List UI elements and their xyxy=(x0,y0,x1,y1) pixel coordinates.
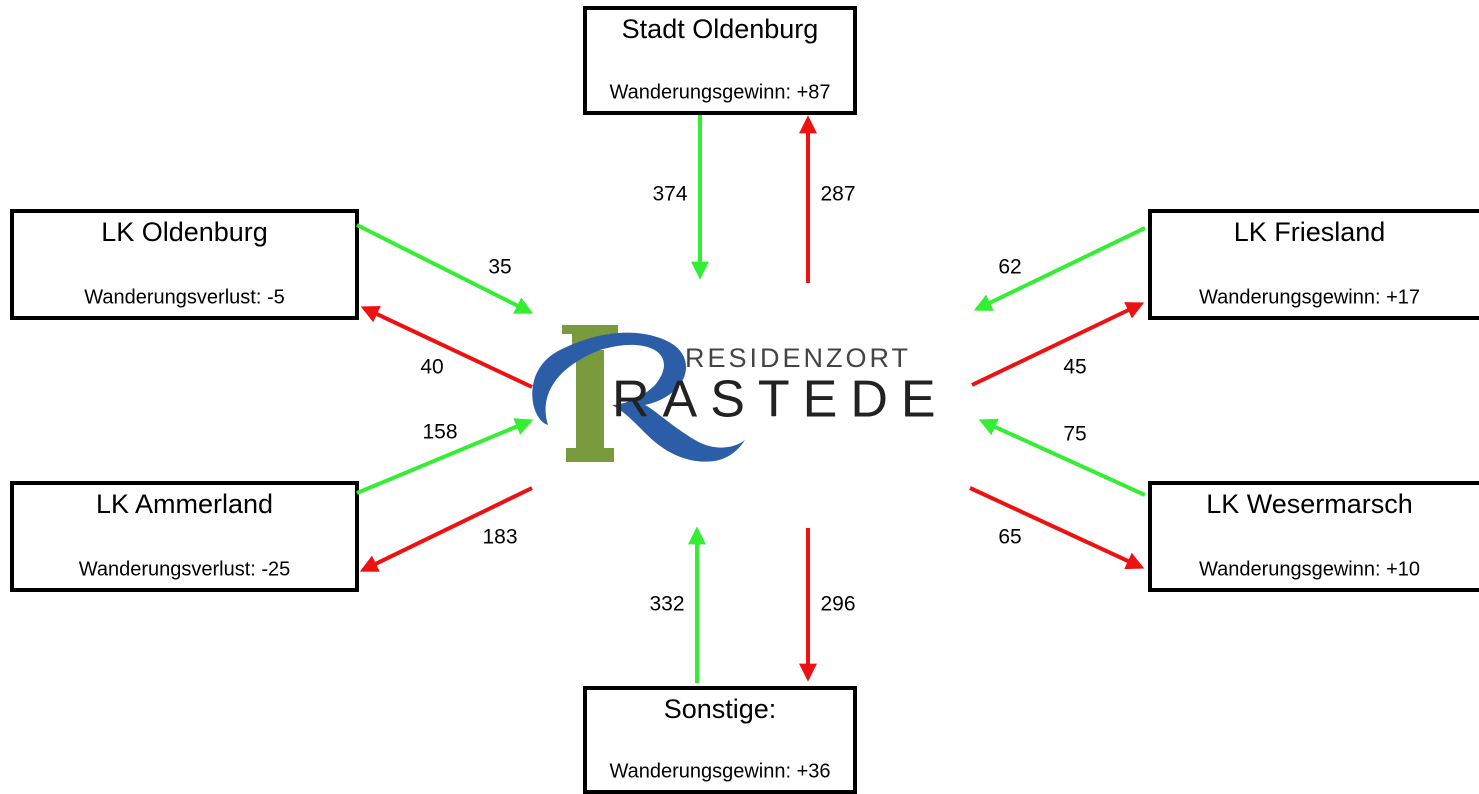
region-box xyxy=(10,209,359,320)
column-shaft xyxy=(576,350,604,450)
column-base xyxy=(566,448,614,462)
region-balance: Wanderungsverlust: -25 xyxy=(79,558,291,580)
region-name: LK Ammerland xyxy=(96,489,273,519)
logo: RESIDENZORT RASTEDE xyxy=(532,325,949,462)
outflow-label: 183 xyxy=(482,526,517,549)
outflow-label: 45 xyxy=(1063,356,1086,379)
outflow-arrow xyxy=(360,305,533,389)
outflow-label: 40 xyxy=(420,356,443,379)
region-box xyxy=(583,6,857,115)
inflow-arrow xyxy=(978,418,1146,497)
region-box xyxy=(1148,209,1479,320)
inflow-label: 158 xyxy=(422,421,457,444)
inflow-label: 332 xyxy=(649,593,684,616)
region-name: LK Wesermarsch xyxy=(1206,489,1413,519)
logo-tagline: RESIDENZORT xyxy=(685,343,911,373)
outflow-label: 287 xyxy=(820,183,855,206)
region-balance: Wanderungsgewinn: +87 xyxy=(609,81,830,103)
inflow-arrow xyxy=(356,418,534,495)
outflow-arrow xyxy=(971,302,1145,387)
logo-name: RASTEDE xyxy=(612,371,949,429)
outflow-label: 65 xyxy=(998,526,1021,549)
region-name: Stadt Oldenburg xyxy=(622,14,819,44)
inflow-label: 62 xyxy=(998,256,1021,279)
region-box xyxy=(583,686,857,794)
outflow-arrow xyxy=(969,486,1145,570)
region-name: LK Oldenburg xyxy=(101,217,268,247)
logo-swoosh xyxy=(532,332,745,462)
inflow-label: 374 xyxy=(652,183,687,206)
region-box xyxy=(10,481,359,592)
inflow-label: 75 xyxy=(1063,423,1086,446)
region-name: LK Friesland xyxy=(1234,217,1386,247)
region-name: Sonstige: xyxy=(664,694,777,724)
inflow-label: 35 xyxy=(488,256,511,279)
region-balance: Wanderungsverlust: -5 xyxy=(84,286,284,308)
region-balance: Wanderungsgewinn: +10 xyxy=(1199,558,1420,580)
region-balance: Wanderungsgewinn: +36 xyxy=(609,760,830,782)
inflow-arrow xyxy=(356,223,534,314)
inflow-arrow xyxy=(973,226,1146,311)
region-box xyxy=(1148,481,1479,592)
outflow-label: 296 xyxy=(820,593,855,616)
outflow-arrow xyxy=(359,486,533,572)
region-balance: Wanderungsgewinn: +17 xyxy=(1199,286,1420,308)
column-top xyxy=(562,325,618,334)
